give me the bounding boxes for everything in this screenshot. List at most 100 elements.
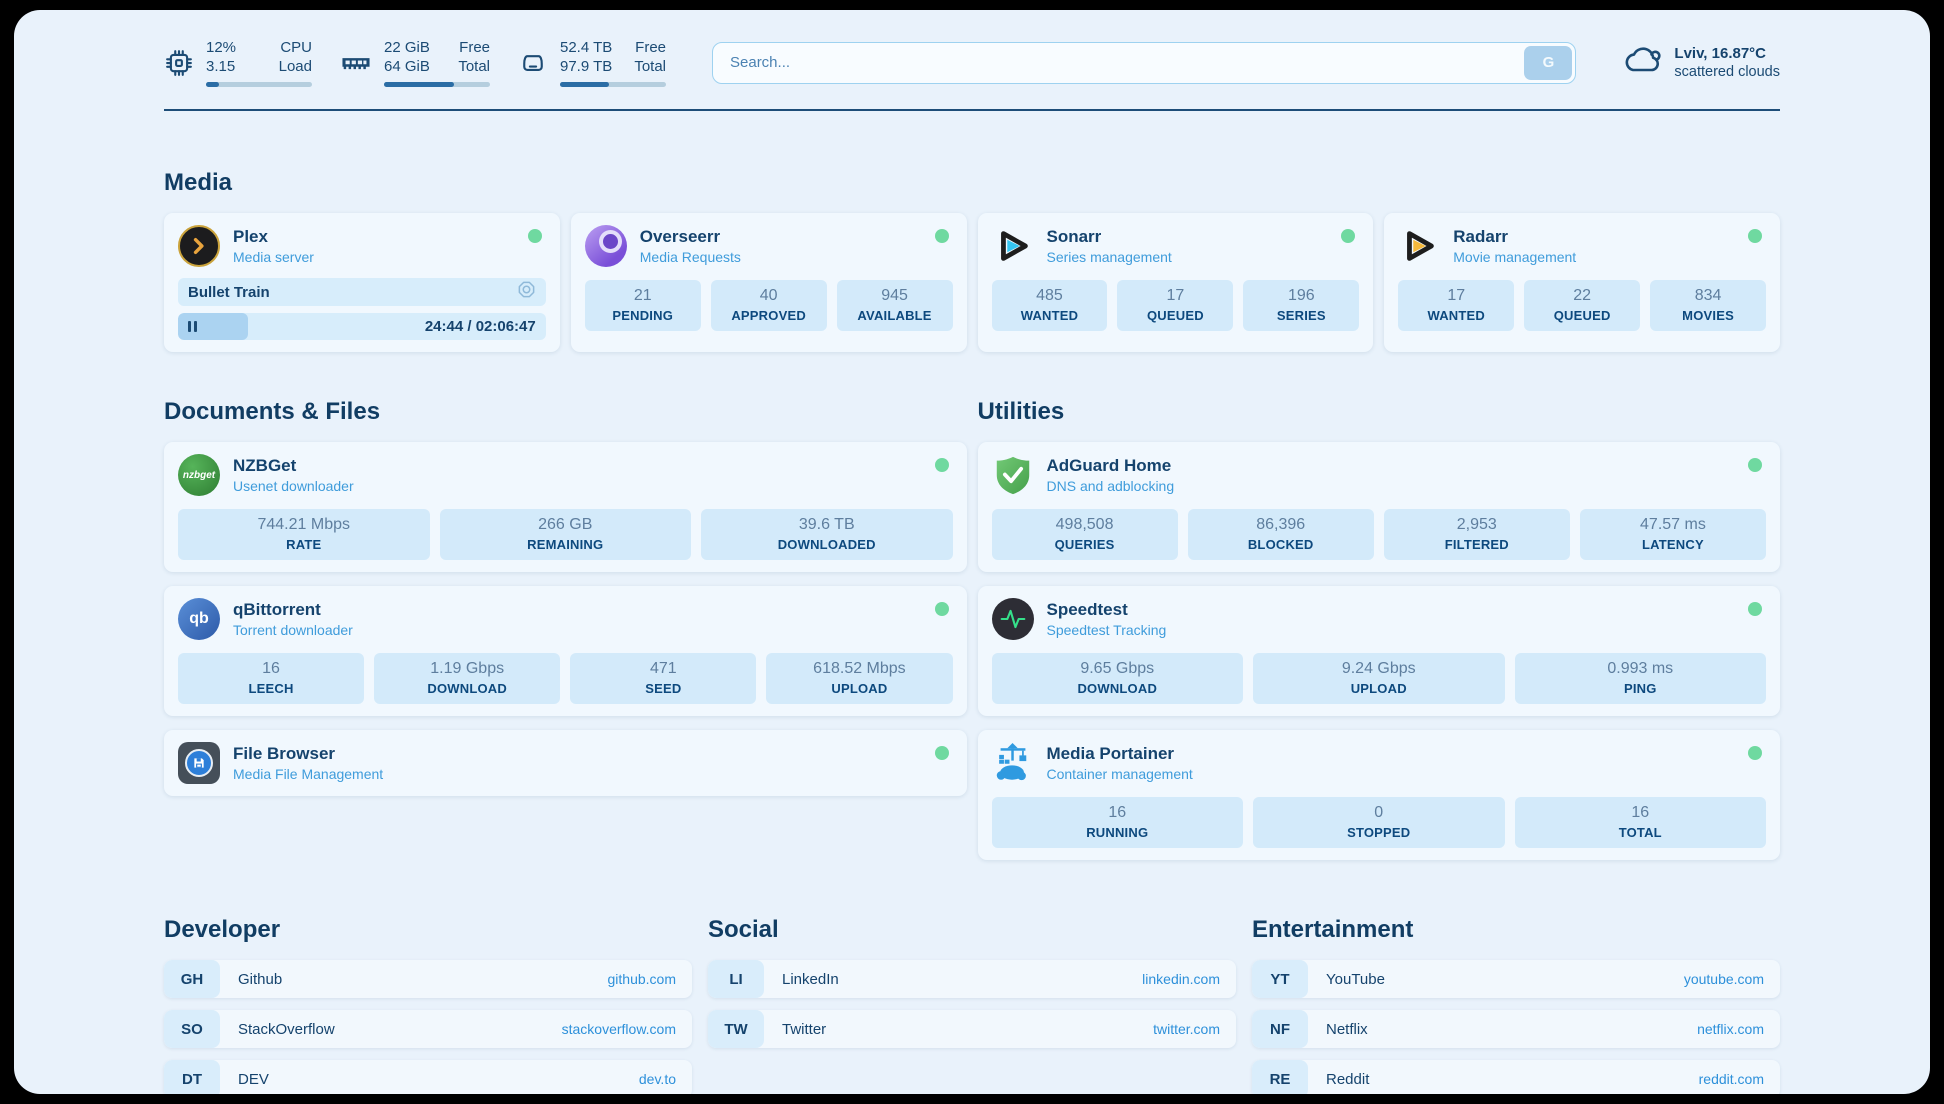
stop-icon[interactable] [517,280,536,304]
cpu-load-label: Load [278,58,312,75]
stat-value: 17 [1447,287,1466,304]
disk-free-value: 52.4 TB [560,39,613,56]
stat-label: LEECH [248,681,294,696]
filebrowser-icon [178,742,220,784]
bookmark-linkedin[interactable]: LI LinkedIn linkedin.com [708,960,1236,998]
stat-label: QUERIES [1054,537,1115,552]
bookmark-twitter[interactable]: TW Twitter twitter.com [708,1010,1236,1048]
stat-wanted: 485 WANTED [991,280,1108,331]
stat-label: RATE [286,537,322,552]
memory-total-value: 64 GiB [384,58,430,75]
stat-value: 471 [649,660,677,677]
bookmark-netflix[interactable]: NF Netflix netflix.com [1252,1010,1780,1048]
nzbget-card[interactable]: nzbget NZBGet Usenet downloader 744.21 M… [164,442,967,572]
section-title-utilities: Utilities [977,398,1065,425]
memory-free-label: Free [459,39,490,56]
stat-label: QUEUED [1553,308,1611,323]
pause-icon[interactable] [188,321,197,332]
stat-value: 498,508 [1055,516,1114,533]
radarr-icon [1398,225,1440,267]
bookmark-github[interactable]: GH Github github.com [164,960,692,998]
stat-value: 40 [759,287,778,304]
stat-label: DOWNLOAD [1077,681,1158,696]
search-input[interactable] [716,54,1525,71]
resource-widgets: 12% 3.15 CPU Load [164,38,666,87]
stat-label: WANTED [1020,308,1079,323]
bookmark-name: DEV [238,1070,269,1088]
adguard-card[interactable]: AdGuard Home DNS and adblocking 498,508 … [977,442,1780,572]
bookmark-url: reddit.com [1698,1071,1764,1087]
section-title-social: Social [708,916,779,943]
radarr-card[interactable]: Radarr Movie management 17 WANTED 22 QUE… [1384,213,1780,352]
stat-value: 834 [1694,287,1722,304]
weather-widget: Lviv, 16.87°C scattered clouds [1622,41,1780,84]
disk-progress-fill [560,82,609,87]
search-bar[interactable]: G [712,41,1577,84]
service-name: qBittorrent [233,600,321,619]
filebrowser-card[interactable]: File Browser Media File Management [164,730,967,796]
stat-value: 39.6 TB [798,516,855,533]
stat-label: PENDING [612,308,674,323]
bookmark-dev[interactable]: DT DEV dev.to [164,1060,692,1094]
bookmark-url: github.com [607,971,676,987]
stat-value: 22 [1573,287,1592,304]
speedtest-card[interactable]: Speedtest Speedtest Tracking 9.65 Gbps D… [977,586,1780,716]
playback-progress-bar: 24:44 / 02:06:47 [178,313,546,340]
status-dot [934,229,949,243]
section-title-documents: Documents & Files [164,398,381,425]
service-description: Usenet downloader [233,478,354,494]
memory-progress-track [384,82,490,87]
stat-value: 618.52 Mbps [813,660,906,677]
status-dot [1748,229,1762,243]
portainer-card[interactable]: Media Portainer Container management 16 … [977,730,1780,860]
stat-value: 9.24 Gbps [1341,660,1416,677]
bookmark-reddit[interactable]: RE Reddit reddit.com [1252,1060,1780,1094]
service-description: Media server [233,249,314,265]
cpu-widget: 12% 3.15 CPU Load [164,38,312,87]
stat-label: DOWNLOAD [427,681,507,696]
stat-downloaded: 39.6 TB DOWNLOADED [701,509,953,560]
service-name: NZBGet [233,456,297,475]
service-description: Media Requests [639,249,741,265]
bookmark-url: stackoverflow.com [561,1021,676,1037]
stat-ping: 0.993 ms PING [1514,653,1766,704]
stat-value: 17 [1166,287,1185,304]
stat-blocked: 86,396 BLOCKED [1187,509,1374,560]
status-dot [527,229,542,243]
service-description: Container management [1046,766,1193,782]
memory-widget: 22 GiB 64 GiB Free Total [340,38,490,87]
sonarr-card[interactable]: Sonarr Series management 485 WANTED 17 Q… [977,213,1374,352]
topbar-divider [164,109,1780,111]
stat-value: 2,953 [1456,516,1497,533]
bookmark-url: youtube.com [1683,971,1764,987]
service-name: Speedtest [1046,600,1128,619]
now-playing-row: Bullet Train [178,278,546,306]
stat-rate: 744.21 Mbps RATE [178,509,430,560]
bookmark-youtube[interactable]: YT YouTube youtube.com [1252,960,1780,998]
stat-value: 945 [881,287,908,304]
dashboard-panel: 12% 3.15 CPU Load [14,10,1930,1094]
stat-value: 744.21 Mbps [257,516,350,533]
bookmark-abbr: DT [164,1060,220,1094]
overseerr-card[interactable]: Overseerr Media Requests 21 PENDING 40 A… [570,213,967,352]
bookmark-stackoverflow[interactable]: SO StackOverflow stackoverflow.com [164,1010,692,1048]
status-dot [1748,602,1762,616]
stat-label: UPLOAD [1350,681,1407,696]
search-provider-button[interactable]: G [1524,45,1573,80]
stat-value: 16 [1108,804,1127,821]
stat-value: 86,396 [1256,516,1306,533]
plex-card[interactable]: Plex Media server Bullet Train [164,213,560,352]
stat-label: MOVIES [1682,308,1734,323]
bookmark-url: netflix.com [1697,1021,1764,1037]
service-name: Overseerr [639,227,721,246]
qbittorrent-card[interactable]: qb qBittorrent Torrent downloader 16 LEE… [164,586,967,716]
stat-filtered: 2,953 FILTERED [1383,509,1570,560]
cloud-icon [1622,41,1662,84]
disk-icon [518,48,548,78]
cpu-progress-track [206,82,312,87]
service-name: Radarr [1453,227,1509,246]
stat-label: LATENCY [1642,537,1704,552]
now-playing-title: Bullet Train [188,283,270,301]
bookmark-abbr: RE [1252,1060,1308,1094]
stat-label: QUEUED [1146,308,1204,323]
